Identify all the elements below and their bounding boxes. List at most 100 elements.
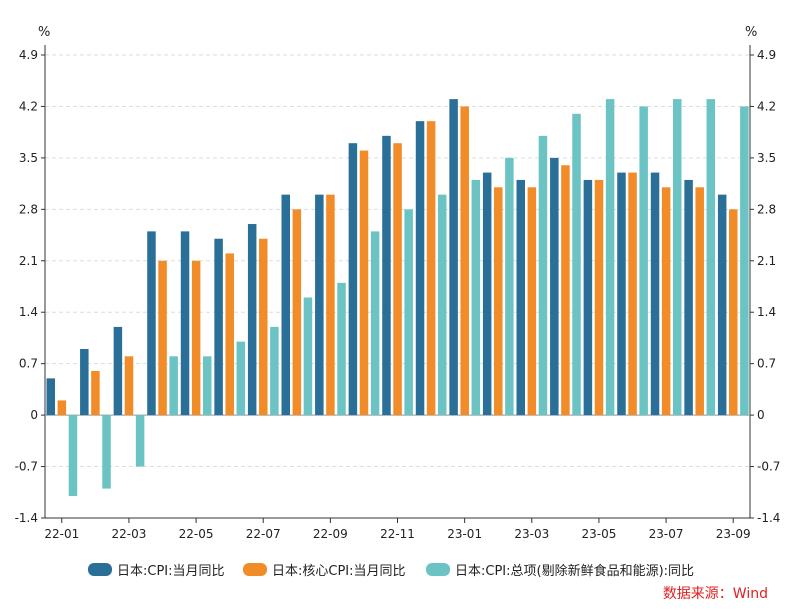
y-tick-label-left: 4.2 [19,99,38,113]
legend-swatch [243,563,267,576]
x-tick-label: 23-01 [447,527,482,541]
y-tick-label-right: 3.5 [757,151,776,165]
y-tick-label-left: 4.9 [19,48,38,62]
bar-series-2 [91,371,100,416]
y-tick-label-right: -0.7 [757,460,780,474]
y-tick-label-left: -0.7 [15,460,38,474]
y-tick-label-right: 0 [757,408,765,422]
bar-series-2 [527,187,537,416]
y-tick-label-right: 4.9 [757,48,776,62]
bar-series-2 [326,194,335,416]
x-tick-label: 22-07 [246,527,281,541]
bar-series-3 [437,194,447,416]
bar-series-2 [729,209,738,416]
bar-series-1 [482,172,492,416]
bar-series-3 [169,356,178,416]
bar-series-2 [594,179,604,416]
bar-series-1 [617,172,626,416]
bar-series-1 [147,231,156,416]
y-tick-label-left: 2.1 [19,254,38,268]
x-tick-label: 22-09 [313,527,348,541]
bar-series-1 [315,194,324,416]
bar-series-2 [225,253,234,416]
y-tick-label-right: 1.4 [757,305,776,319]
bar-series-2 [695,187,704,416]
bar-series-1 [113,326,123,416]
bar-series-2 [259,238,268,416]
bar-series-1 [717,194,727,416]
y-tick-label-right: 0.7 [757,357,776,371]
bar-series-3 [337,282,346,416]
y-tick-label-left: 2.8 [19,202,38,216]
bar-series-3 [404,209,413,416]
y-tick-label-left: 3.5 [19,151,38,165]
bar-series-2 [460,106,469,416]
bar-series-3 [370,231,380,416]
bar-series-1 [46,378,55,416]
bar-series-2 [191,260,201,416]
bar-series-1 [684,179,693,416]
bar-series-2 [661,187,671,416]
bar-series-1 [583,179,593,416]
bars [46,99,749,496]
bar-series-2 [292,209,302,416]
bar-series-1 [516,179,525,416]
bar-series-3 [303,297,313,416]
bar-series-1 [281,194,290,416]
bar-series-3 [68,415,78,496]
bar-series-2 [57,400,67,416]
bar-series-3 [639,106,648,416]
bar-series-3 [202,356,212,416]
x-tick-label: 23-09 [716,527,751,541]
bar-series-1 [550,157,559,416]
bar-series-1 [247,224,257,416]
legend-label: 日本:CPI:总项(剔除新鲜食品和能源):同比 [455,563,694,579]
bar-series-3 [605,99,615,416]
bar-series-3 [102,415,111,489]
x-tick-label: 22-03 [111,527,146,541]
bar-series-1 [382,135,391,416]
axes [41,45,754,523]
bar-series-3 [538,135,548,416]
bar-series-1 [449,99,458,416]
y-tick-label-right: 2.1 [757,254,776,268]
tick-labels: 4.9 4.9 4.2 4.2 3.5 3.5 2.8 2.8 2.1 2.1 1.4 1.4 0.7 0… [15,48,781,541]
y-tick-label-right: 2.8 [757,202,776,216]
x-tick-label: 23-05 [581,527,616,541]
legend-swatch [88,563,112,576]
bar-series-2 [628,172,637,416]
y-tick-label-right: 4.2 [757,99,776,113]
bar-series-2 [494,187,503,416]
legend-label: 日本:核心CPI:当月同比 [272,564,406,579]
legend-swatch [426,563,450,576]
y-unit-right: % [745,25,757,40]
y-tick-label-right: -1.4 [757,511,780,525]
bar-series-3 [236,341,246,416]
bar-series-3 [505,157,514,416]
bar-series-1 [348,143,358,416]
bar-series-1 [80,348,89,416]
bar-series-1 [214,238,223,416]
bar-series-2 [359,150,369,416]
y-tick-label-left: -1.4 [15,511,38,525]
bar-series-3 [270,326,279,416]
bar-series-3 [740,106,749,416]
source-note: 数据来源：Wind [663,586,768,602]
bar-series-3 [672,99,682,416]
legend: 日本:CPI:当月同比 日本:核心CPI:当月同比 日本:CPI:总项(剔除新鲜食品… [88,563,694,579]
y-tick-label-left: 1.4 [19,305,38,319]
x-tick-label: 23-03 [514,527,549,541]
x-tick-label: 22-01 [44,527,79,541]
x-tick-label: 23-07 [649,527,684,541]
bar-series-2 [561,165,570,416]
y-unit-left: % [38,25,50,40]
bar-series-2 [393,143,402,416]
y-tick-label-left: 0.7 [19,357,38,371]
bar-series-2 [426,121,436,416]
bar-series-3 [135,415,145,467]
bar-series-1 [180,231,190,416]
bar-series-1 [415,121,425,416]
y-tick-label-left: 0 [30,408,38,422]
